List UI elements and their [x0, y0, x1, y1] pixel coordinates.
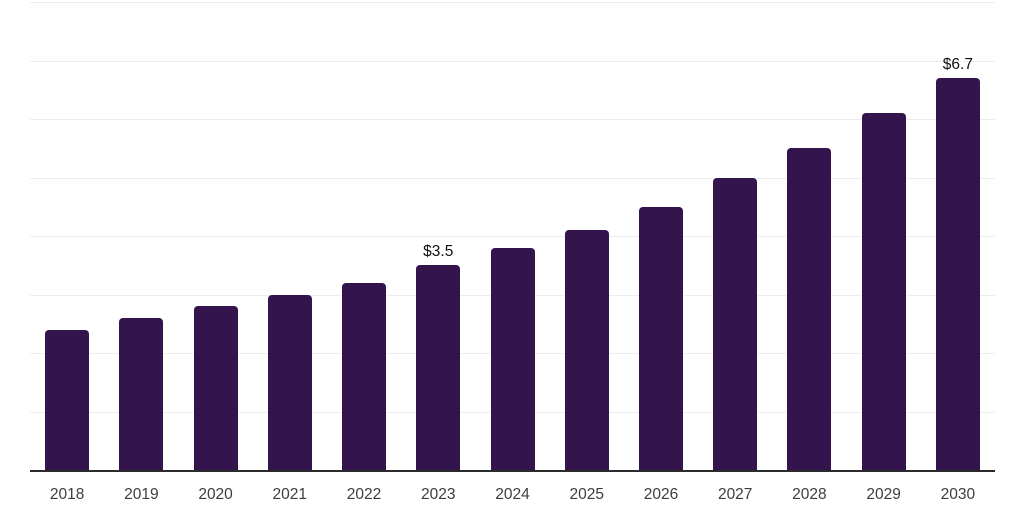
- bar-2023: [416, 265, 461, 470]
- x-tick-2023: 2023: [421, 486, 456, 503]
- x-tick-2021: 2021: [272, 486, 308, 503]
- gridline-8: [30, 2, 995, 3]
- x-tick-2024: 2024: [495, 486, 530, 503]
- bar-2026: [638, 206, 683, 470]
- bar-2019: [119, 317, 164, 470]
- plot-area: $3.5 $6.7: [30, 2, 995, 470]
- bar-2027: [713, 177, 758, 470]
- bar-2030: [935, 78, 980, 470]
- bar-2024: [490, 247, 535, 470]
- x-tick-2020: 2020: [198, 486, 233, 503]
- x-axis-line: [30, 470, 995, 472]
- x-tick-2025: 2025: [569, 486, 604, 503]
- bar-2025: [564, 230, 609, 470]
- data-label-2023: $3.5: [423, 242, 454, 260]
- x-tick-2026: 2026: [643, 486, 679, 503]
- x-axis-labels: 2018 2019 2020 2021 2022 2023 2024 2025 2026 2027…: [30, 486, 995, 506]
- gridline-5: [30, 177, 995, 179]
- bar-2021: [267, 294, 312, 470]
- x-tick-2019: 2019: [124, 486, 159, 503]
- bar-2029: [861, 113, 906, 470]
- bar-2018: [45, 329, 90, 470]
- x-tick-2027: 2027: [717, 486, 753, 503]
- x-tick-2029: 2029: [866, 486, 901, 503]
- x-tick-2030: 2030: [940, 486, 976, 503]
- bar-2020: [193, 306, 238, 470]
- bar-2028: [787, 148, 832, 470]
- data-label-2030: $6.7: [942, 55, 973, 73]
- gridline-4: [30, 236, 995, 237]
- gridline-6: [30, 119, 995, 120]
- gridline-7: [30, 60, 995, 62]
- bar-2022: [342, 282, 387, 470]
- x-tick-2018: 2018: [49, 486, 85, 503]
- x-tick-2028: 2028: [792, 486, 827, 503]
- x-tick-2022: 2022: [346, 486, 382, 503]
